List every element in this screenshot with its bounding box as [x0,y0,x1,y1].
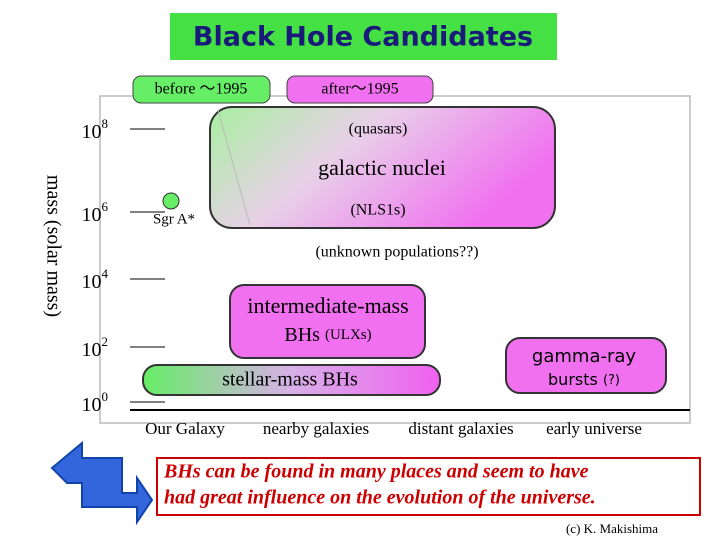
intermediate-label-2: BHs (ULXs) [284,324,371,346]
intermediate-region [229,284,426,359]
message-line: had great influence on the evolution of … [164,487,596,509]
quasars-label: (quasars) [349,121,408,138]
y-tick-exp: 4 [102,266,109,281]
gamma-line2: bursts [548,370,598,389]
gamma-label: gamma-ray [532,346,636,367]
title-box [170,13,557,60]
gamma-region [505,337,667,394]
legend-after [286,75,434,104]
gamma-line1: gamma-ray [532,346,636,367]
y-tick-label: 100 [82,389,109,416]
credit: (c) K. Makishima [566,521,658,536]
stellar-region [142,364,441,396]
title: Black Hole Candidates [193,22,533,53]
stellar-label: stellar-mass BHs [222,369,358,391]
nls1-label: (NLS1s) [350,202,405,219]
y-axis-label: mass (solar mass) [42,175,64,317]
y-tick-base: 10 [82,121,102,143]
message-box [156,457,701,516]
intermediate-note: (ULXs) [325,327,372,343]
sgr-marker [162,192,180,210]
divider [217,109,251,226]
x-category: Our Galaxy [145,419,225,438]
arrow-icon [50,440,154,526]
intermediate-line2: BHs [284,324,320,346]
y-tick-base: 10 [82,394,102,416]
y-tick-base: 10 [82,204,102,226]
nuclei-label: galactic nuclei [318,155,446,180]
x-category: nearby galaxies [263,419,369,438]
x-categories: Our Galaxy nearby galaxies distant galaxie… [145,419,642,438]
intermediate-label: intermediate-mass [247,293,408,318]
x-category: distant galaxies [408,419,513,438]
intermediate-line1: intermediate-mass [247,293,408,318]
y-tick-label: 106 [82,199,109,226]
sgr-label: Sgr A* [153,211,195,227]
y-tick-base: 10 [82,271,102,293]
y-tick-label: 108 [82,116,109,143]
unknown-label: (unknown populations??) [315,244,478,261]
legend-before-label: before ～1995 [155,81,248,98]
legend-before [132,75,271,104]
gamma-note: (?) [603,373,620,388]
y-tick-exp: 0 [102,389,109,404]
y-tick-label: 104 [82,266,109,293]
x-category: early universe [546,419,642,438]
y-tick-exp: 2 [102,334,109,349]
y-tick-exp: 6 [102,199,109,214]
y-tick-exp: 8 [102,116,109,131]
message-line: BHs can be found in many places and seem… [163,461,589,483]
legend-after-label: after～1995 [321,81,398,98]
y-tick-base: 10 [82,339,102,361]
gamma-label-2: bursts (?) [548,370,620,389]
y-tick-label: 102 [82,334,109,361]
nuclei-region [209,106,556,229]
